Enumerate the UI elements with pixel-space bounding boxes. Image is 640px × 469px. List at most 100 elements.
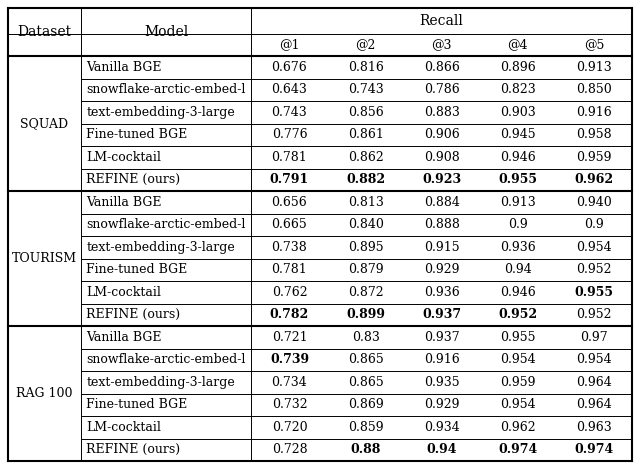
Text: LM-cocktail: LM-cocktail (86, 286, 161, 299)
Text: 0.656: 0.656 (271, 196, 307, 209)
Text: 0.862: 0.862 (348, 151, 383, 164)
Text: text-embedding-3-large: text-embedding-3-large (86, 106, 235, 119)
Text: SQUAD: SQUAD (20, 117, 68, 130)
Text: text-embedding-3-large: text-embedding-3-large (86, 241, 235, 254)
Text: 0.782: 0.782 (270, 308, 309, 321)
Text: 0.954: 0.954 (576, 241, 612, 254)
Text: 0.728: 0.728 (271, 443, 307, 456)
Text: Fine-tuned BGE: Fine-tuned BGE (86, 263, 188, 276)
Text: 0.896: 0.896 (500, 61, 536, 74)
Text: 0.721: 0.721 (271, 331, 307, 344)
Text: REFINE (ours): REFINE (ours) (86, 443, 180, 456)
Text: 0.974: 0.974 (498, 443, 538, 456)
Text: 0.906: 0.906 (424, 128, 460, 141)
Text: 0.869: 0.869 (348, 398, 383, 411)
Text: REFINE (ours): REFINE (ours) (86, 173, 180, 186)
Text: 0.936: 0.936 (500, 241, 536, 254)
Text: @5: @5 (584, 38, 604, 52)
Text: 0.856: 0.856 (348, 106, 383, 119)
Text: @2: @2 (355, 38, 376, 52)
Text: 0.959: 0.959 (576, 151, 612, 164)
Text: 0.964: 0.964 (576, 376, 612, 389)
Text: text-embedding-3-large: text-embedding-3-large (86, 376, 235, 389)
Text: 0.97: 0.97 (580, 331, 608, 344)
Text: 0.903: 0.903 (500, 106, 536, 119)
Text: 0.791: 0.791 (270, 173, 309, 186)
Text: Vanilla BGE: Vanilla BGE (86, 61, 162, 74)
Text: 0.913: 0.913 (576, 61, 612, 74)
Text: 0.937: 0.937 (424, 331, 460, 344)
Text: @1: @1 (279, 38, 300, 52)
Text: 0.676: 0.676 (271, 61, 307, 74)
Text: 0.861: 0.861 (348, 128, 383, 141)
Text: @4: @4 (508, 38, 528, 52)
Text: Fine-tuned BGE: Fine-tuned BGE (86, 128, 188, 141)
Text: 0.962: 0.962 (574, 173, 614, 186)
Text: 0.952: 0.952 (499, 308, 538, 321)
Text: 0.866: 0.866 (424, 61, 460, 74)
Text: 0.732: 0.732 (271, 398, 307, 411)
Text: Vanilla BGE: Vanilla BGE (86, 331, 162, 344)
Text: 0.940: 0.940 (576, 196, 612, 209)
Text: 0.816: 0.816 (348, 61, 383, 74)
Text: 0.865: 0.865 (348, 376, 383, 389)
Text: 0.9: 0.9 (584, 218, 604, 231)
Text: 0.823: 0.823 (500, 83, 536, 96)
Text: 0.908: 0.908 (424, 151, 460, 164)
Text: 0.859: 0.859 (348, 421, 383, 434)
Text: 0.734: 0.734 (271, 376, 307, 389)
Text: 0.739: 0.739 (270, 353, 309, 366)
Text: 0.963: 0.963 (576, 421, 612, 434)
Text: 0.88: 0.88 (350, 443, 381, 456)
Text: 0.9: 0.9 (508, 218, 528, 231)
Text: 0.929: 0.929 (424, 263, 460, 276)
Text: 0.954: 0.954 (500, 353, 536, 366)
Text: 0.954: 0.954 (500, 398, 536, 411)
Text: 0.945: 0.945 (500, 128, 536, 141)
Text: 0.743: 0.743 (271, 106, 307, 119)
Text: 0.850: 0.850 (576, 83, 612, 96)
Text: 0.929: 0.929 (424, 398, 460, 411)
Text: Model: Model (144, 25, 188, 39)
Text: 0.781: 0.781 (271, 263, 307, 276)
Text: 0.915: 0.915 (424, 241, 460, 254)
Text: 0.643: 0.643 (271, 83, 307, 96)
Text: 0.946: 0.946 (500, 286, 536, 299)
Text: RAG 100: RAG 100 (16, 387, 73, 400)
Text: snowflake-arctic-embed-l: snowflake-arctic-embed-l (86, 218, 246, 231)
Text: 0.786: 0.786 (424, 83, 460, 96)
Text: TOURISM: TOURISM (12, 252, 77, 265)
Text: 0.937: 0.937 (422, 308, 461, 321)
Text: 0.813: 0.813 (348, 196, 383, 209)
Text: 0.776: 0.776 (271, 128, 307, 141)
Text: 0.923: 0.923 (422, 173, 461, 186)
Text: 0.83: 0.83 (351, 331, 380, 344)
Text: @3: @3 (431, 38, 452, 52)
Text: 0.935: 0.935 (424, 376, 460, 389)
Text: 0.665: 0.665 (271, 218, 307, 231)
Text: 0.781: 0.781 (271, 151, 307, 164)
Text: 0.955: 0.955 (575, 286, 613, 299)
Text: 0.952: 0.952 (576, 308, 612, 321)
Text: 0.883: 0.883 (424, 106, 460, 119)
Text: 0.959: 0.959 (500, 376, 536, 389)
Text: 0.946: 0.946 (500, 151, 536, 164)
Text: 0.872: 0.872 (348, 286, 383, 299)
Text: 0.743: 0.743 (348, 83, 383, 96)
Text: 0.916: 0.916 (424, 353, 460, 366)
Text: 0.840: 0.840 (348, 218, 383, 231)
Text: 0.913: 0.913 (500, 196, 536, 209)
Text: Fine-tuned BGE: Fine-tuned BGE (86, 398, 188, 411)
Text: 0.962: 0.962 (500, 421, 536, 434)
Text: 0.899: 0.899 (346, 308, 385, 321)
Text: LM-cocktail: LM-cocktail (86, 421, 161, 434)
Text: 0.94: 0.94 (426, 443, 457, 456)
Text: 0.882: 0.882 (346, 173, 385, 186)
Text: 0.720: 0.720 (271, 421, 307, 434)
Text: 0.879: 0.879 (348, 263, 383, 276)
Text: 0.865: 0.865 (348, 353, 383, 366)
Text: 0.762: 0.762 (271, 286, 307, 299)
Text: 0.888: 0.888 (424, 218, 460, 231)
Text: 0.954: 0.954 (576, 353, 612, 366)
Text: 0.884: 0.884 (424, 196, 460, 209)
